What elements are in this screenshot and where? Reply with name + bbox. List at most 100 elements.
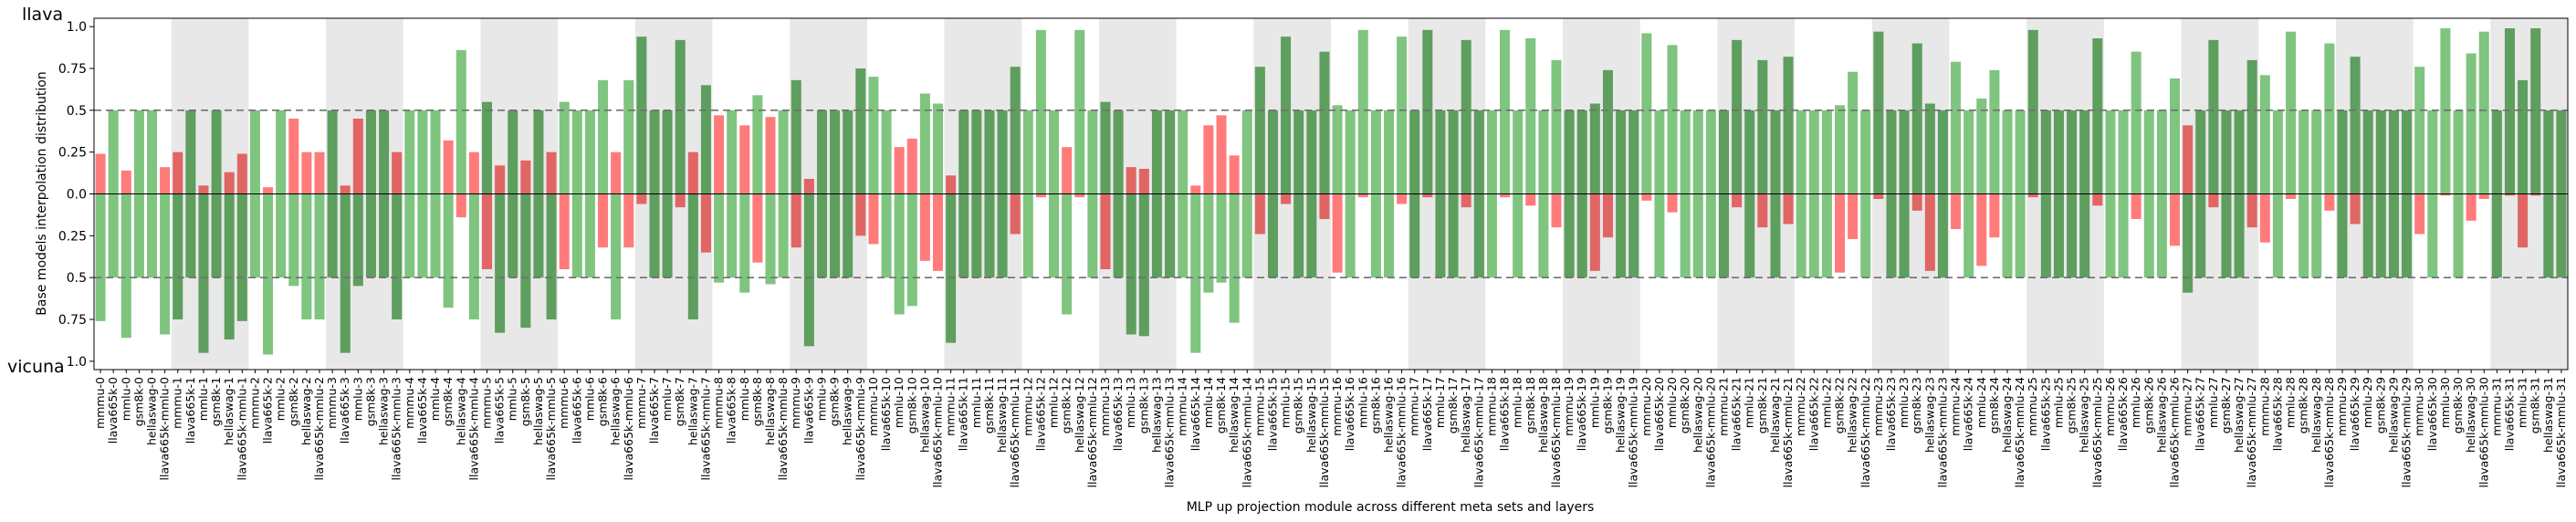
bar-llava: [2143, 110, 2154, 194]
bar-vicuna: [611, 193, 622, 319]
x-tick-label: llava665k-1: [183, 377, 197, 444]
bar-llava: [120, 170, 131, 194]
bar-vicuna: [404, 193, 415, 278]
bar-llava: [2556, 110, 2567, 194]
bar-llava: [456, 49, 466, 194]
bar-vicuna: [108, 193, 119, 278]
bar-llava: [675, 39, 686, 194]
bar-llava: [2221, 110, 2232, 194]
x-tick-label: gsm8k-16: [1368, 377, 1382, 433]
bar-llava: [2299, 110, 2309, 194]
bar-vicuna: [1138, 193, 1149, 337]
bar-llava: [365, 110, 376, 194]
x-tick-label: llava665k-mmlu-17: [1471, 377, 1485, 487]
x-tick-label: llava665k-14: [1189, 377, 1202, 451]
x-tick-label: llava665k-5: [493, 377, 507, 444]
bar-vicuna: [2092, 193, 2103, 206]
bar-llava: [598, 79, 609, 194]
bar-llava: [95, 153, 106, 194]
bar-vicuna: [1100, 193, 1111, 269]
bar-vicuna: [2131, 193, 2141, 219]
bar-llava: [1886, 110, 1897, 194]
bar-llava: [2053, 110, 2064, 194]
bar-llava: [2131, 51, 2141, 194]
bar-llava: [2388, 110, 2399, 194]
bar-llava: [430, 110, 441, 194]
x-tick-label: hellaswag-24: [2000, 377, 2014, 453]
bar-vicuna: [2311, 193, 2322, 278]
bar-llava: [1513, 110, 1524, 194]
x-tick-label: llava665k-28: [2270, 377, 2284, 451]
bar-llava: [1074, 29, 1085, 194]
bar-llava: [765, 117, 776, 194]
x-tick-label: hellaswag-6: [609, 377, 623, 445]
x-tick-label: mmmu-3: [325, 377, 339, 429]
bar-llava: [1937, 110, 1948, 194]
bar-vicuna: [160, 193, 171, 335]
x-tick-label: llava665k-mmlu-26: [2168, 377, 2182, 487]
bar-llava: [1087, 110, 1098, 194]
x-tick-label: hellaswag-14: [1227, 377, 1241, 453]
bar-llava: [2414, 67, 2425, 194]
x-tick-label: hellaswag-16: [1382, 377, 1396, 453]
x-tick-label: mmmu-23: [1871, 377, 1885, 436]
x-tick-label: mmlu-28: [2284, 377, 2298, 428]
bar-vicuna: [958, 193, 969, 278]
x-tick-label: mmlu-7: [660, 377, 674, 421]
bar-vicuna: [2079, 193, 2090, 278]
x-tick-label: mmmu-17: [1408, 377, 1421, 436]
bar-llava: [147, 110, 158, 194]
bar-vicuna: [2375, 193, 2386, 278]
bar-llava: [1281, 37, 1292, 194]
x-tick-label: llava665k-mmlu-3: [390, 377, 403, 480]
bar-llava: [1576, 110, 1587, 194]
bar-vicuna: [2478, 193, 2489, 199]
bar-vicuna: [1705, 193, 1716, 278]
bar-llava: [1911, 43, 1922, 194]
x-tick-label: llava665k-15: [1265, 377, 1279, 451]
bar-llava: [2427, 110, 2438, 194]
bar-vicuna: [675, 193, 686, 208]
bar-llava: [2027, 29, 2038, 194]
bar-vicuna: [1461, 193, 1471, 208]
x-tick-label: hellaswag-11: [995, 377, 1009, 453]
bar-llava: [1384, 110, 1395, 194]
x-tick-label: hellaswag-29: [2386, 377, 2400, 453]
x-tick-label: llava665k-3: [338, 377, 351, 444]
bar-vicuna: [1190, 193, 1201, 353]
bar-llava: [636, 37, 647, 194]
bar-vicuna: [584, 193, 595, 278]
bar-llava: [520, 160, 531, 194]
x-tick-label: llava665k-mmlu-11: [1008, 377, 1021, 487]
bar-llava: [2246, 59, 2257, 194]
bar-vicuna: [1796, 193, 1806, 278]
bar-llava: [1718, 110, 1729, 194]
bar-llava: [803, 179, 814, 194]
bar-llava: [1165, 110, 1176, 194]
bar-llava: [1705, 110, 1716, 194]
x-tick-label: mmmu-1: [171, 377, 184, 429]
y-tick-label: 0.25: [58, 229, 87, 244]
x-tick-label: mmmu-8: [712, 377, 726, 429]
bar-llava: [481, 101, 492, 194]
x-tick-label: llava665k-12: [1033, 377, 1047, 451]
bar-vicuna: [147, 193, 158, 278]
bar-vicuna: [687, 193, 698, 319]
bar-vicuna: [2362, 193, 2373, 278]
bar-vicuna: [791, 193, 801, 248]
x-tick-label: mmlu-4: [428, 377, 442, 421]
bar-vicuna: [352, 193, 363, 287]
bar-vicuna: [263, 193, 274, 355]
bar-llava: [1848, 71, 1859, 194]
x-tick-label: llava665k-mmlu-12: [1085, 377, 1099, 487]
bar-vicuna: [2388, 193, 2399, 278]
x-tick-label: mmlu-30: [2438, 377, 2452, 428]
bar-llava: [1229, 155, 1240, 194]
bar-vicuna: [2208, 193, 2219, 208]
bar-vicuna: [417, 193, 428, 278]
bar-vicuna: [1718, 193, 1729, 278]
bar-vicuna: [1357, 193, 1368, 198]
bar-vicuna: [1602, 193, 1613, 238]
bar-vicuna: [2015, 193, 2026, 278]
bar-vicuna: [2246, 193, 2257, 228]
